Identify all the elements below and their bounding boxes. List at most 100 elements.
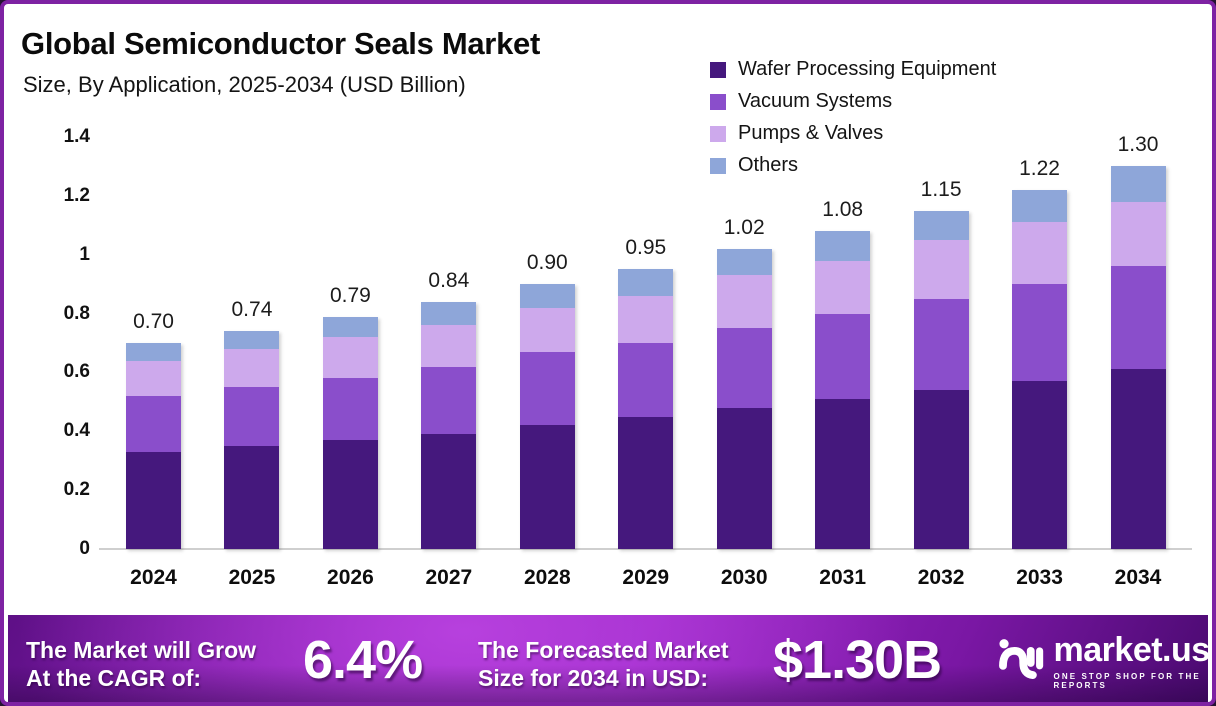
legend-swatch-icon [710, 157, 726, 174]
segment-2024-vacuum-systems [126, 395, 181, 452]
x-axis-label-2034: 2034 [1114, 566, 1162, 589]
bar-total-2029: 0.95 [625, 236, 667, 260]
segment-2029-others [618, 269, 674, 296]
bar-total-2024: 0.70 [133, 310, 174, 333]
forecast-label-line2: Size for 2034 in USD: [478, 665, 709, 692]
page-title: Global Semiconductor Seals Market [21, 26, 540, 61]
legend-item-others: Others [710, 154, 996, 177]
y-axis-tick-label: 1 [79, 243, 90, 265]
brand-logo: market.us ONE STOP SHOP FOR THE REPORTS [998, 629, 1208, 690]
x-axis-label-2024: 2024 [130, 566, 177, 589]
segment-2026-pumps-valves [322, 337, 378, 379]
bar-2032 [913, 210, 969, 549]
bar-total-2032: 1.15 [920, 177, 962, 201]
segment-2033-others [1012, 189, 1068, 223]
segment-2030-others [716, 248, 772, 276]
legend-label: Pumps & Valves [738, 122, 884, 144]
y-axis-tick-label: 0 [79, 538, 90, 559]
legend-swatch-icon [710, 93, 726, 110]
segment-2028-others [519, 284, 575, 308]
segment-2026-others [322, 316, 378, 338]
segment-2032-wafer-processing-equipment [913, 390, 969, 549]
bar-2029 [618, 269, 674, 549]
segment-2027-vacuum-systems [421, 366, 477, 435]
segment-2025-others [224, 331, 280, 349]
x-axis-label-2029: 2029 [622, 566, 670, 589]
segment-2027-wafer-processing-equipment [421, 434, 477, 549]
bar-2031 [815, 231, 871, 549]
bar-2033 [1012, 189, 1068, 549]
market-us-logo-icon [999, 639, 1044, 679]
segment-2033-wafer-processing-equipment [1012, 381, 1068, 549]
bar-total-2028: 0.90 [526, 251, 568, 275]
legend-swatch-icon [710, 61, 726, 78]
segment-2032-pumps-valves [913, 239, 969, 299]
segment-2031-others [815, 231, 871, 261]
legend-label: Vacuum Systems [738, 90, 893, 112]
segment-2025-wafer-processing-equipment [224, 445, 280, 549]
bar-2024 [126, 343, 181, 549]
bar-total-2030: 1.02 [723, 215, 765, 239]
segment-2026-wafer-processing-equipment [322, 440, 378, 549]
segment-2031-pumps-valves [815, 260, 871, 314]
x-axis-label-2030: 2030 [720, 566, 768, 589]
brand-tagline: ONE STOP SHOP FOR THE REPORTS [1053, 671, 1201, 690]
segment-2026-vacuum-systems [322, 378, 378, 441]
brand-words: market.us ONE STOP SHOP FOR THE REPORTS [1053, 631, 1208, 690]
segment-2029-vacuum-systems [618, 342, 674, 417]
page-subtitle: Size, By Application, 2025-2034 (USD Bil… [23, 72, 466, 97]
bar-2028 [519, 284, 575, 549]
segment-2028-pumps-valves [519, 307, 575, 352]
y-axis-tick-label: 1.2 [63, 184, 90, 206]
x-axis-line [99, 548, 1192, 550]
x-axis-label-2032: 2032 [917, 566, 965, 589]
chart-legend: Wafer Processing Equipment Vacuum Systems… [710, 58, 996, 177]
segment-2024-wafer-processing-equipment [126, 451, 181, 549]
x-axis-label-2028: 2028 [523, 566, 571, 589]
segment-2029-pumps-valves [618, 295, 674, 343]
segment-2031-vacuum-systems [815, 313, 871, 399]
y-axis-tick-label: 1.4 [63, 126, 90, 147]
segment-2030-pumps-valves [716, 275, 772, 329]
legend-label: Others [738, 154, 799, 176]
bar-2025 [224, 331, 280, 549]
bar-total-2031: 1.08 [822, 198, 864, 222]
x-axis-label-2027: 2027 [425, 566, 473, 589]
segment-2024-others [126, 343, 181, 361]
legend-label: Wafer Processing Equipment [738, 58, 997, 80]
cagr-label-line2: At the CAGR of: [26, 665, 202, 692]
segment-2030-vacuum-systems [716, 328, 772, 408]
segment-2025-vacuum-systems [224, 387, 280, 446]
segment-2029-wafer-processing-equipment [618, 416, 674, 549]
segment-2032-others [913, 210, 969, 240]
cagr-value: 6.4% [303, 630, 423, 690]
y-axis-tick-label: 0.2 [63, 479, 90, 501]
bar-2026 [322, 316, 378, 549]
segment-2033-pumps-valves [1012, 222, 1068, 285]
bar-total-2033: 1.22 [1019, 156, 1060, 180]
brand-name: market.us [1053, 631, 1208, 669]
cagr-label-line1: The Market will Grow [26, 637, 257, 663]
bar-2034 [1110, 166, 1166, 549]
legend-item-pumps-valves: Pumps & Valves [710, 122, 996, 145]
legend-swatch-icon [710, 125, 726, 142]
segment-2031-wafer-processing-equipment [815, 398, 871, 549]
legend-item-wafer-processing-equipment: Wafer Processing Equipment [710, 58, 996, 81]
bar-total-2026: 0.79 [329, 283, 371, 307]
bar-total-2034: 1.30 [1117, 133, 1159, 157]
x-axis-label-2031: 2031 [819, 566, 866, 589]
segment-2028-wafer-processing-equipment [519, 425, 575, 549]
segment-2024-pumps-valves [126, 360, 181, 396]
forecast-value: $1.30B [773, 630, 942, 690]
x-axis-label-2026: 2026 [327, 566, 374, 589]
legend-item-vacuum-systems: Vacuum Systems [710, 90, 996, 113]
bar-total-2025: 0.74 [231, 298, 273, 322]
y-axis-tick-label: 0.6 [63, 361, 90, 383]
segment-2034-wafer-processing-equipment [1110, 369, 1166, 549]
x-axis-label-2025: 2025 [228, 566, 276, 589]
bar-2027 [421, 301, 477, 549]
segment-2033-vacuum-systems [1012, 284, 1068, 382]
segment-2034-pumps-valves [1110, 201, 1166, 267]
segment-2030-wafer-processing-equipment [716, 407, 772, 549]
